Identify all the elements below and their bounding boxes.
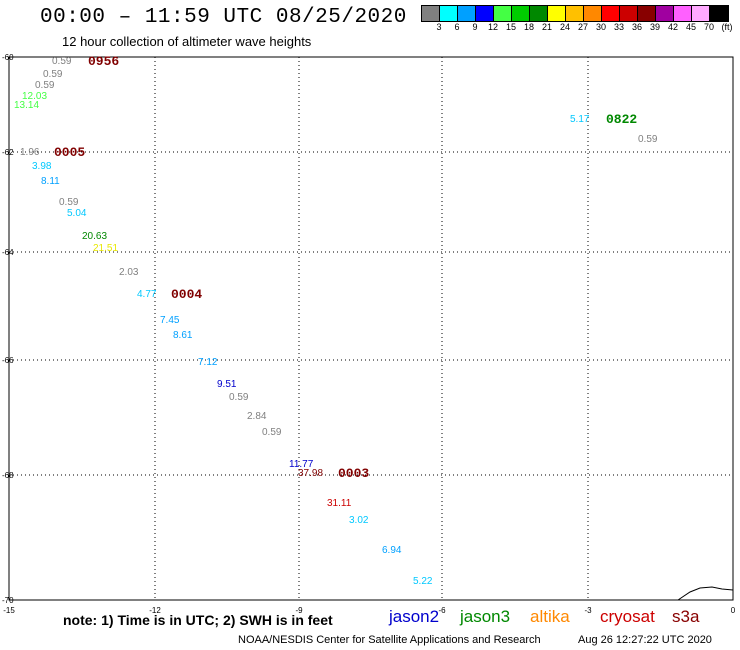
lon-label: -3 (584, 606, 592, 615)
legend-swatch (530, 6, 548, 21)
legend-swatch (440, 6, 458, 21)
legend-swatch (566, 6, 584, 21)
wave-height-value: 3.02 (349, 515, 369, 526)
wave-height-value: 2.84 (247, 411, 267, 422)
lat-label: -64 (2, 248, 14, 257)
legend-label: 24 (559, 22, 570, 32)
wave-height-value: 5.17 (570, 114, 590, 125)
legend-swatch (692, 6, 710, 21)
lat-label: -70 (2, 596, 14, 605)
legend-label: 9 (472, 22, 478, 32)
pass-time-label: 0004 (171, 287, 202, 302)
legend-label: 27 (577, 22, 588, 32)
legend-swatch (512, 6, 530, 21)
legend-swatch (620, 6, 638, 21)
wave-height-value: 2.03 (119, 267, 139, 278)
legend-label: 18 (523, 22, 534, 32)
legend-swatch (656, 6, 674, 21)
units-note: note: 1) Time is in UTC; 2) SWH is in fe… (63, 612, 333, 628)
coastline (677, 586, 734, 601)
axis-labels: -60 -62 -64 -66 -68 -70-15 -12 -9 -6 -3 0 (2, 53, 736, 615)
wave-height-value: 8.61 (173, 330, 193, 341)
legend-label: 30 (595, 22, 606, 32)
legend-label: 39 (649, 22, 660, 32)
wave-height-value: 1.96 (20, 147, 40, 158)
wave-height-value: 13.14 (14, 100, 39, 111)
legend-swatch (476, 6, 494, 21)
page-title: 00:00 – 11:59 UTC 08/25/2020 (40, 6, 407, 29)
lon-label: 0 (731, 606, 736, 615)
wave-height-value: 0.59 (35, 80, 55, 91)
legend-swatch (674, 6, 692, 21)
wave-height-value: 31.11 (327, 498, 352, 509)
wave-height-value: 37.98 (298, 468, 323, 479)
wave-height-value: 6.94 (382, 545, 402, 556)
legend-swatch (584, 6, 602, 21)
pass-time-label: 0822 (606, 112, 637, 127)
legend-label: 3 (436, 22, 442, 32)
wave-height-value: 5.22 (413, 576, 433, 587)
lat-lon-grid (9, 57, 733, 600)
legend-swatch (638, 6, 656, 21)
wave-height-value: 3.98 (32, 161, 52, 172)
satellite-altika-label: altika (530, 607, 570, 626)
legend-label: 21 (541, 22, 552, 32)
legend-swatch (548, 6, 566, 21)
lon-label: -9 (295, 606, 303, 615)
wave-height-value: 0.59 (59, 197, 79, 208)
legend-label: 45 (685, 22, 696, 32)
map-frame (8, 56, 734, 601)
wave-height-value: 5.04 (67, 208, 87, 219)
timestamp-text: Aug 26 12:27:22 UTC 2020 (578, 634, 712, 646)
pass-time-label: 0005 (54, 145, 85, 160)
satellite-cryosat-label: cryosat (600, 607, 655, 626)
wave-height-value: 12.03 (22, 91, 47, 102)
pass-time-label: 0956 (88, 54, 119, 69)
wave-height-value: 0.59 (229, 392, 249, 403)
page-subtitle: 12 hour collection of altimeter wave hei… (62, 34, 312, 49)
wave-height-value: 0.59 (638, 134, 658, 145)
wave-height-value: 11.77 (289, 459, 314, 470)
lat-label: -68 (2, 471, 14, 480)
legend-label: (ft) (721, 22, 733, 32)
satellite-jason3-label: jason3 (460, 607, 511, 626)
legend-label: 12 (487, 22, 498, 32)
legend-swatch (494, 6, 512, 21)
lon-label: -6 (438, 606, 446, 615)
lat-label: -62 (2, 148, 14, 157)
color-scale-legend (421, 5, 729, 22)
wave-height-value: 21.51 (93, 243, 118, 254)
lon-label: -15 (3, 606, 15, 615)
legend-label: 42 (667, 22, 678, 32)
legend-label: 6 (454, 22, 460, 32)
satellite-s3a-label: s3a (672, 607, 700, 626)
legend-label: 33 (613, 22, 624, 32)
lon-label: -12 (149, 606, 161, 615)
wave-height-value: 8.11 (41, 176, 60, 187)
wave-height-value: 7.12 (198, 357, 218, 368)
wave-height-value: 9.51 (217, 379, 237, 390)
credit-text: NOAA/NESDIS Center for Satellite Applica… (238, 634, 541, 646)
wave-height-value: 0.59 (262, 427, 282, 438)
wave-height-value: 7.45 (160, 315, 180, 326)
satellite-jason2-label: jason2 (389, 607, 440, 626)
legend-label: 15 (505, 22, 516, 32)
legend-label: 70 (703, 22, 714, 32)
legend-swatch (602, 6, 620, 21)
wave-height-value: 0.59 (52, 56, 72, 67)
legend-swatch (710, 6, 728, 21)
wave-height-value: 4.77 (137, 289, 157, 300)
legend-label: 36 (631, 22, 642, 32)
legend-swatch (422, 6, 440, 21)
lat-label: -66 (2, 356, 14, 365)
lat-label: -60 (2, 53, 14, 62)
pass-time-label: 0003 (338, 466, 369, 481)
wave-height-value: 0.59 (43, 69, 63, 80)
legend-swatch (458, 6, 476, 21)
wave-height-value: 20.63 (82, 231, 107, 242)
